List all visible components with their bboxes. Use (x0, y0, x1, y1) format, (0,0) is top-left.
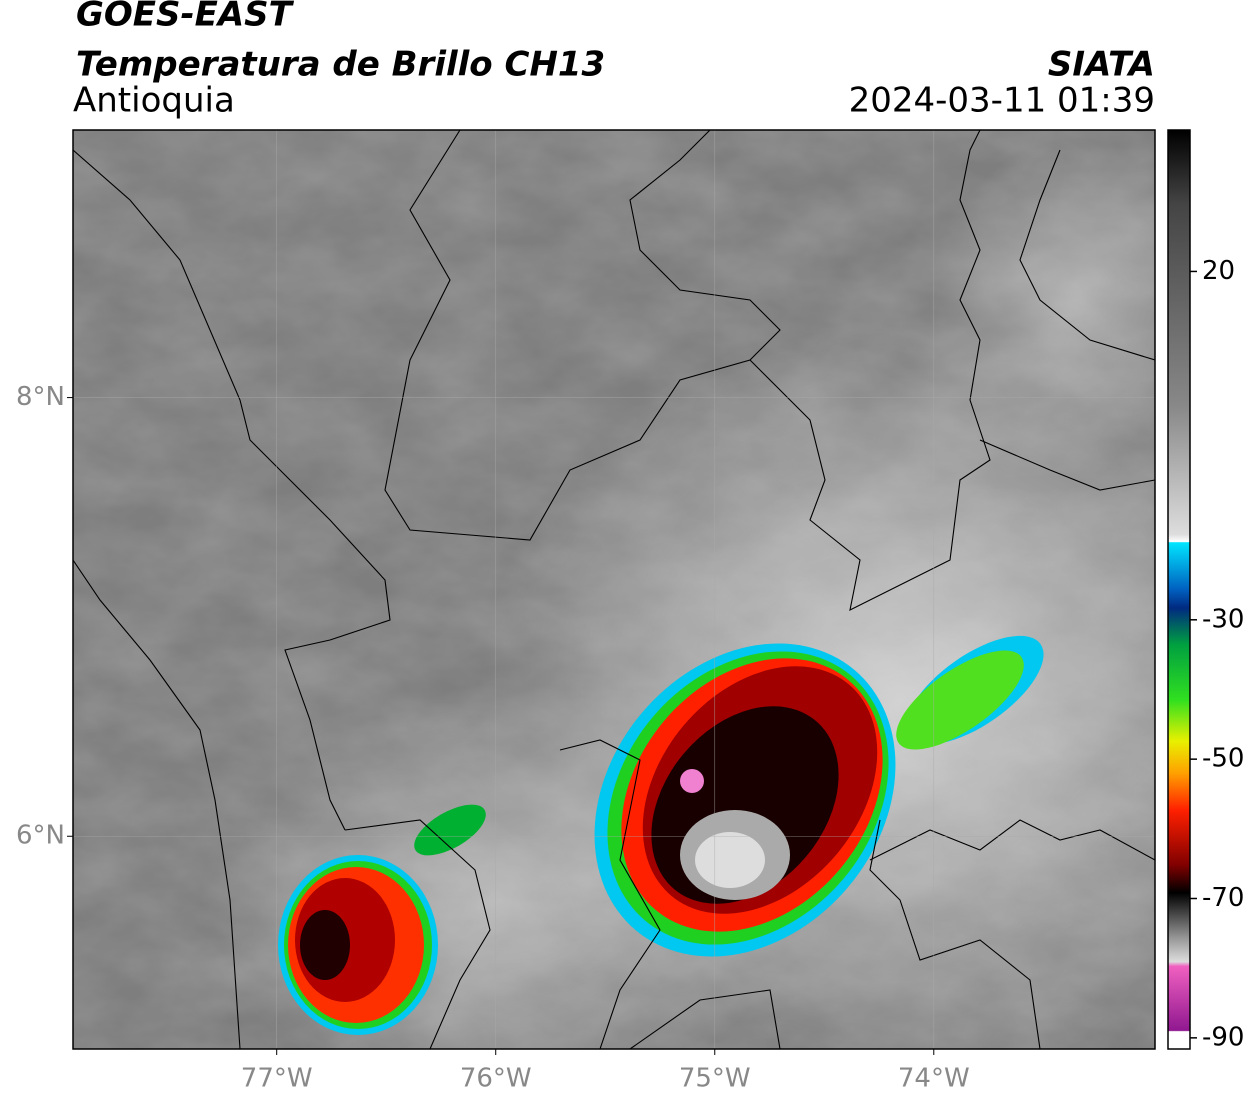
y-tick-label: 8°N (16, 382, 65, 412)
map-frame (72, 129, 1156, 1050)
source: SIATA (1048, 45, 1155, 85)
y-tick-label: 6°N (16, 821, 65, 851)
storm-main (594, 635, 1044, 957)
colorbar-tick-label: -90 (1202, 1022, 1244, 1052)
subtitle: Temperatura de Brillo CH13 (76, 45, 605, 85)
x-tick-label: 77°W (241, 1064, 313, 1094)
boundaries (73, 130, 1155, 1049)
x-tick-label: 74°W (898, 1064, 970, 1094)
colorbar (1167, 129, 1191, 1050)
colorbar-tick-label: 20 (1202, 256, 1235, 286)
x-tick-label: 76°W (460, 1064, 532, 1094)
x-tick-label: 75°W (679, 1064, 751, 1094)
title: GOES-EAST (76, 0, 295, 35)
region: Antioquia (73, 81, 235, 121)
storm-west (278, 804, 486, 1035)
satellite-image (73, 130, 1155, 1049)
colorbar-tick-label: -50 (1202, 744, 1244, 774)
colorbar-tick-label: -70 (1202, 883, 1244, 913)
datetime: 2024-03-11 01:39 (849, 81, 1155, 121)
colorbar-tick-label: -30 (1202, 604, 1244, 634)
